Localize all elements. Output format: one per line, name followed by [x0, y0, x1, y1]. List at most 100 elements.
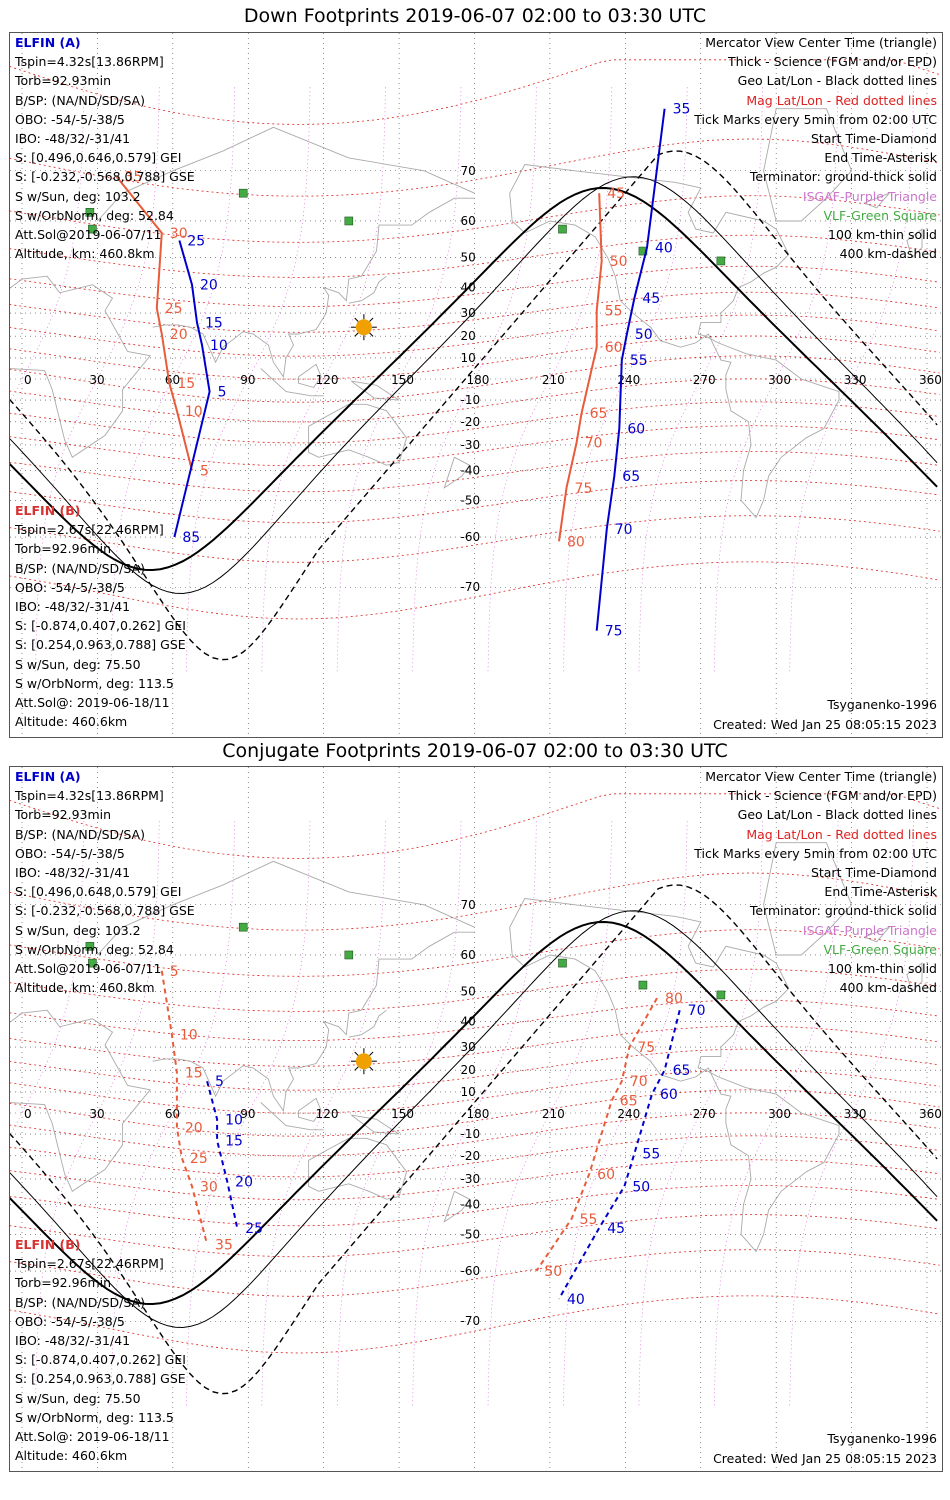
- legend: Mercator View Center Time (triangle) Thic…: [694, 767, 937, 997]
- lat-tick-label: -20: [461, 415, 481, 429]
- model-label: Tsyganenko-1996: [827, 1431, 937, 1446]
- elfin-b-info: ELFIN (B) Tspin=2.67s[22.46RPM] Torb=92.9…: [15, 1235, 186, 1465]
- vlf-site-marker: [238, 188, 248, 198]
- tick-time-label: 10: [185, 404, 203, 420]
- info-line: ISGAF-Purple Triangle: [802, 922, 937, 938]
- terminator-100km: [10, 910, 938, 1329]
- mag-lat-line: [10, 515, 940, 563]
- elfin-a-lines: Tspin=4.32s[13.86RPM] Torb=92.93min B/SP: …: [15, 52, 195, 263]
- elfin-b-track: [535, 997, 658, 1272]
- elfin-b-track: [160, 970, 209, 1245]
- tick-time-label: 20: [185, 1121, 203, 1137]
- elfin-b-name: ELFIN (B): [15, 1237, 81, 1252]
- lat-tick-label: -30: [461, 438, 481, 452]
- mag-lat-line: [10, 1214, 940, 1258]
- info-line: S w/Sun, deg: 103.2: [15, 922, 141, 938]
- tick-time-label: 25: [187, 233, 205, 249]
- info-line: S w/OrbNorm, deg: 113.5: [15, 1409, 174, 1425]
- tick-time-label: 10: [210, 338, 228, 354]
- lon-tick-label: 180: [467, 1107, 490, 1121]
- info-line: Tick Marks every 5min from 02:00 UTC: [694, 845, 937, 861]
- tick-time-label: 50: [610, 254, 628, 270]
- mag-lon-line: [110, 86, 236, 672]
- lon-tick-label: 300: [768, 373, 791, 387]
- created-label: Created: Wed Jan 25 08:05:15 2023: [713, 1451, 937, 1466]
- coastline: [260, 1102, 324, 1131]
- lon-tick-label: 270: [693, 373, 716, 387]
- elfin-a-track: [595, 108, 666, 631]
- info-line: OBO: -54/-5/-38/5: [15, 111, 125, 127]
- tick-time-label: 70: [630, 1074, 648, 1090]
- info-line: Terminator: ground-thick solid: [749, 169, 937, 185]
- tick-time-label: 45: [607, 186, 625, 202]
- lon-tick-label: 360: [919, 1107, 942, 1121]
- tick-time-label: 50: [635, 327, 653, 343]
- info-line: End Time-Asterisk: [824, 884, 937, 900]
- coastline: [906, 962, 923, 993]
- terminator-ground: [10, 920, 938, 1306]
- info-line: S: [-0.232,-0.568,0.788] GSE: [15, 169, 195, 185]
- mag-lon-line: [487, 820, 613, 1406]
- coastline: [348, 275, 387, 304]
- mag-lon-line: [110, 820, 236, 1406]
- mag-lat-line: [10, 1295, 940, 1354]
- tick-time-label: 60: [597, 1167, 615, 1183]
- vlf-site-marker: [88, 224, 97, 234]
- elfin-a-name: ELFIN (A): [15, 769, 81, 784]
- mag-lat-line: [10, 929, 940, 977]
- sun-icon: [350, 314, 377, 341]
- info-line: Terminator: ground-thick solid: [749, 903, 937, 919]
- info-line: Start Time-Diamond: [810, 131, 937, 147]
- lat-tick-label: 10: [461, 351, 476, 365]
- info-line: Torb=92.96min: [15, 541, 112, 557]
- mag-lon-line: [412, 820, 537, 1406]
- coastline: [348, 1009, 387, 1038]
- info-line: S: [0.254,0.963,0.788] GSE: [15, 637, 186, 653]
- mag-lon-line: [261, 86, 386, 672]
- mag-lat-line: [10, 195, 940, 243]
- coastline: [351, 1114, 400, 1135]
- tick-time-label: 80: [665, 991, 683, 1007]
- info-line: Altitude, km: 460.8km: [15, 246, 155, 262]
- mag-lat-line: [10, 1249, 940, 1297]
- mag-lon-line: [35, 820, 160, 1406]
- terminator: [10, 884, 938, 1395]
- vlf-site-marker: [238, 922, 248, 932]
- info-line: S: [0.254,0.963,0.788] GSE: [15, 1371, 186, 1387]
- lon-tick-label: 150: [391, 373, 414, 387]
- tick-time-label: 15: [225, 1133, 243, 1149]
- lon-tick-label: 120: [316, 373, 339, 387]
- mag-lat-line: [10, 335, 940, 380]
- coastlines: [10, 842, 923, 1253]
- coastline: [308, 1137, 408, 1200]
- lat-tick-label: 30: [461, 1040, 476, 1054]
- info-line: OBO: -54/-5/-38/5: [15, 845, 125, 861]
- lon-tick-label: 30: [89, 1107, 104, 1121]
- tick-time-label: 20: [170, 327, 188, 343]
- lat-tick-label: 30: [461, 306, 476, 320]
- mag-lat-line: [10, 480, 940, 524]
- coastline: [152, 931, 475, 1113]
- info-line: 100 km-thin solid: [828, 227, 937, 243]
- coastline: [351, 380, 400, 401]
- tick-time-label: 70: [615, 522, 633, 538]
- coastline: [308, 403, 408, 466]
- info-line: Tspin=4.32s[13.86RPM]: [15, 54, 164, 70]
- coastline: [864, 926, 890, 943]
- mag-lat-line: [10, 59, 940, 125]
- info-line: S: [-0.874,0.407,0.262] GEI: [15, 1352, 186, 1368]
- tick-time-label: 15: [205, 316, 223, 332]
- info-line: B/SP: (NA/ND/SD/SA): [15, 1294, 145, 1310]
- coastline: [443, 1190, 471, 1223]
- elfin-a-name: ELFIN (A): [15, 35, 81, 50]
- info-line: Torb=92.93min: [15, 73, 112, 89]
- lon-tick-label: 30: [89, 373, 104, 387]
- tick-time-label: 15: [185, 1065, 203, 1081]
- tick-time-label: 20: [235, 1174, 253, 1190]
- mag-lat-line: [10, 1112, 940, 1157]
- mag-lon-line: [412, 86, 537, 672]
- tick-time-label: 5: [200, 464, 209, 480]
- elfin-b-lines: Tspin=2.67s[22.46RPM] Torb=92.96min B/SP: …: [15, 1254, 186, 1465]
- mag-lat-line: [10, 401, 940, 444]
- mag-lon-line: [638, 820, 763, 1406]
